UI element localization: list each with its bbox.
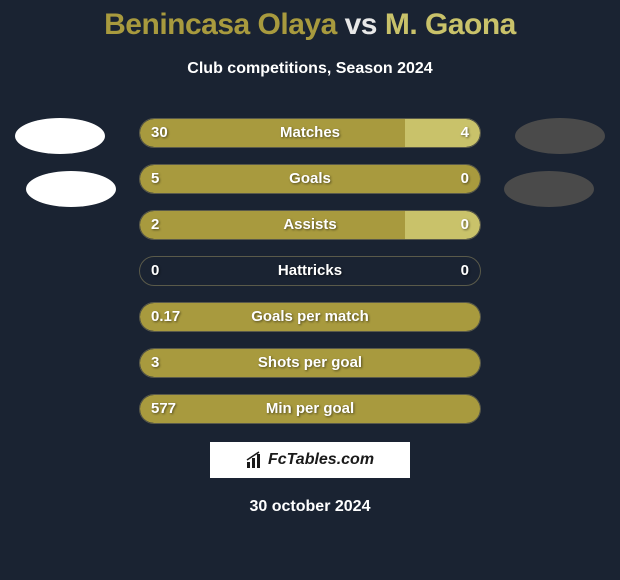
stat-row: 50Goals <box>139 164 481 194</box>
stat-row: 00Hattricks <box>139 256 481 286</box>
title-vs: vs <box>345 8 377 41</box>
stat-row: 20Assists <box>139 210 481 240</box>
avatar-left-1 <box>15 118 105 154</box>
avatar-right-2 <box>504 171 594 207</box>
stat-label: Min per goal <box>139 394 481 424</box>
brand-text: FcTables.com <box>268 451 374 469</box>
stat-row: 304Matches <box>139 118 481 148</box>
chart-icon <box>246 451 264 469</box>
page-title: Benincasa Olaya vs M. Gaona <box>0 0 620 42</box>
stat-label: Hattricks <box>139 256 481 286</box>
avatar-left-2 <box>26 171 116 207</box>
brand-logo: FcTables.com <box>210 442 410 478</box>
stat-row: 577Min per goal <box>139 394 481 424</box>
comparison-rows: 304Matches 50Goals 20Assists 00Hattricks 0.1… <box>0 118 620 424</box>
footer-date: 30 october 2024 <box>0 498 620 516</box>
stat-row: 0.17Goals per match <box>139 302 481 332</box>
stat-label: Goals <box>139 164 481 194</box>
stat-label: Shots per goal <box>139 348 481 378</box>
title-player2: M. Gaona <box>385 8 516 41</box>
title-player1: Benincasa Olaya <box>104 8 337 41</box>
subtitle: Club competitions, Season 2024 <box>0 60 620 78</box>
stat-label: Goals per match <box>139 302 481 332</box>
stat-label: Matches <box>139 118 481 148</box>
stat-row: 3Shots per goal <box>139 348 481 378</box>
avatar-right-1 <box>515 118 605 154</box>
stat-label: Assists <box>139 210 481 240</box>
